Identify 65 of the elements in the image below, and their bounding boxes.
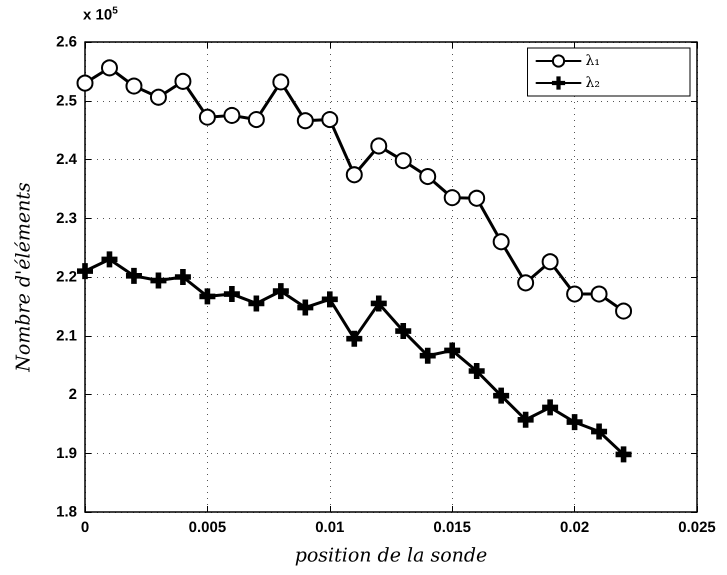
point	[591, 424, 608, 440]
point	[125, 78, 142, 95]
point	[542, 399, 558, 416]
point	[566, 286, 584, 303]
point	[150, 272, 166, 289]
legend-label: λ₂	[586, 75, 600, 91]
point	[272, 283, 289, 300]
y-tick-label: 2.4	[56, 151, 78, 168]
point	[297, 300, 314, 316]
legend-label: λ₁	[586, 53, 600, 69]
point	[248, 295, 264, 312]
point	[394, 152, 412, 170]
y-tick-label: 2.5	[56, 92, 77, 110]
y-tick-label: 1.9	[56, 444, 77, 462]
point	[518, 412, 534, 428]
point	[590, 286, 608, 303]
point	[100, 59, 118, 76]
point	[224, 286, 240, 302]
point	[616, 446, 632, 462]
y-tick-label: 2	[68, 386, 77, 403]
point	[346, 166, 363, 184]
point	[101, 251, 118, 268]
point	[615, 302, 632, 320]
y-tick-label: 2.1	[56, 327, 77, 344]
point	[419, 168, 436, 186]
point	[468, 363, 485, 379]
point	[370, 137, 388, 154]
x-axis-title: position de la sonde	[294, 544, 488, 566]
x-tick-label: 0.02	[560, 519, 590, 536]
point	[150, 88, 167, 106]
y-tick-label: 2.2	[56, 268, 77, 286]
point	[223, 106, 240, 124]
point	[248, 111, 265, 128]
point	[199, 288, 216, 304]
point	[198, 108, 216, 126]
y-tick-label: 2.6	[56, 34, 77, 50]
x-tick-label: 0.005	[188, 519, 226, 536]
x-tick-label: 0	[80, 519, 90, 536]
point	[420, 348, 436, 364]
point	[370, 295, 387, 312]
point	[174, 269, 191, 285]
point	[174, 72, 192, 90]
point	[566, 414, 583, 430]
y-tick-label: 2.3	[56, 210, 77, 227]
point	[76, 74, 94, 92]
point	[346, 330, 362, 347]
point	[272, 73, 290, 90]
y-axis-title: Nombre d'éléments	[12, 182, 34, 373]
x-tick-label: 0.015	[433, 519, 471, 536]
point	[542, 253, 559, 270]
point	[444, 342, 460, 358]
point	[296, 112, 314, 130]
x-tick-label: 0.025	[678, 519, 716, 536]
y-tick-label: 1.8	[56, 504, 77, 520]
point	[493, 388, 510, 404]
point	[322, 291, 338, 308]
point	[126, 268, 142, 284]
point	[321, 111, 338, 128]
point	[468, 190, 486, 207]
point	[517, 274, 534, 292]
x-tick-label: 0.01	[315, 519, 344, 536]
point	[444, 189, 461, 206]
point	[492, 233, 510, 250]
point	[395, 323, 412, 340]
point	[77, 263, 93, 280]
